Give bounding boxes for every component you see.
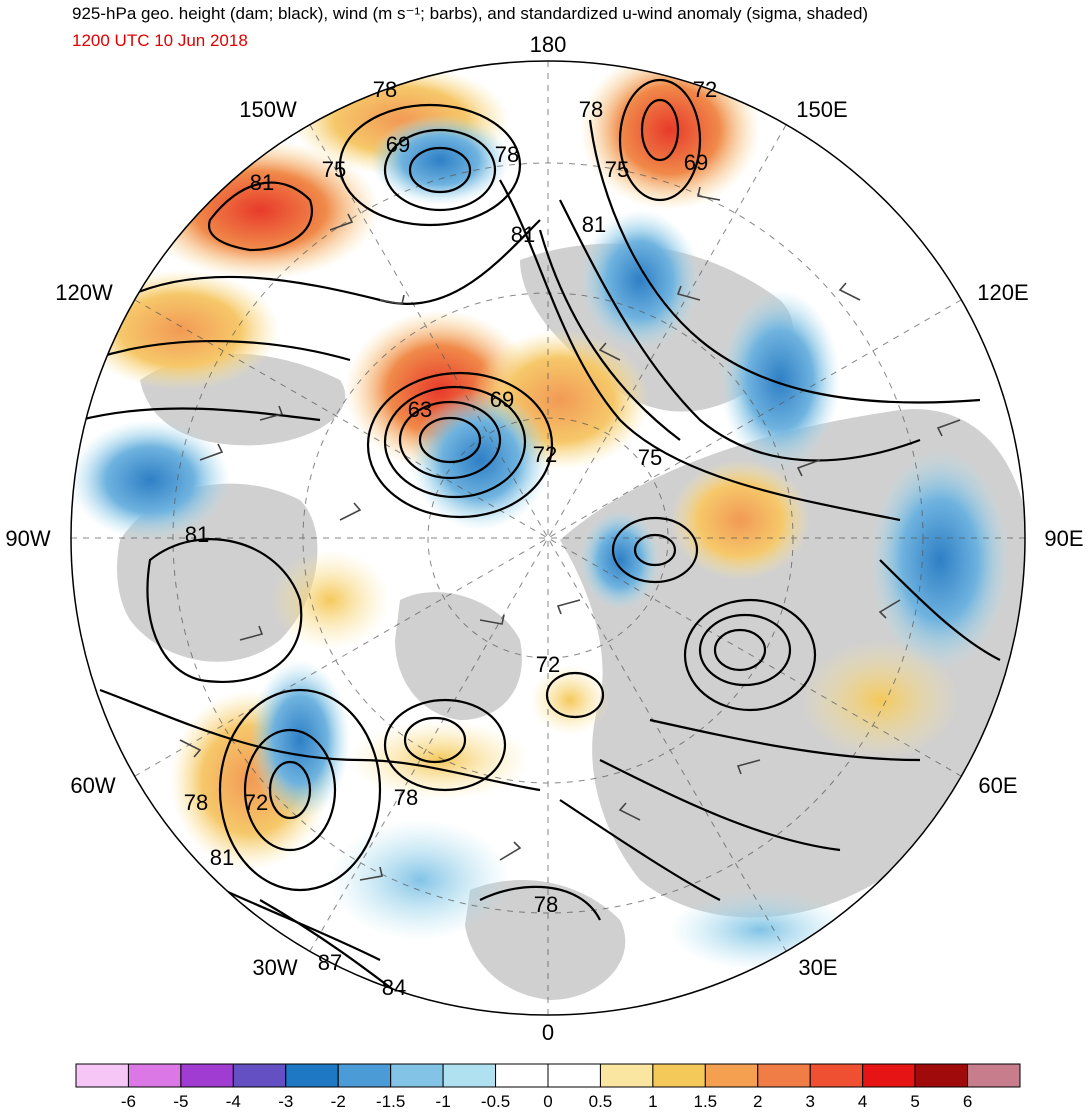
polar-map: 180 150E 120E 90E 60E 30E 0 30W 60W 90W … (5, 32, 1083, 1045)
colorbar-tick-label: 1.5 (694, 1092, 718, 1111)
colorbar-swatch (704, 1063, 759, 1088)
colorbar-tick-label: -6 (121, 1092, 136, 1111)
colorbar-swatch (757, 1063, 811, 1088)
contour-label: 75 (638, 445, 662, 470)
contour-label: 84 (382, 975, 406, 1000)
colorbar-tick-label: 6 (963, 1092, 972, 1111)
contour-label: 75 (605, 157, 629, 182)
colorbar: -6 -5 -4 -3 -2 -1.5 -1 -0.5 0 0.5 1 1.5 2 3 4 5 6 (75, 1063, 1021, 1111)
contour-label: 78 (373, 77, 397, 102)
contour-label: 81 (511, 222, 535, 247)
chart-datetime: 1200 UTC 10 Jun 2018 (72, 31, 248, 50)
contour-label: 63 (408, 397, 432, 422)
colorbar-tick-label: -4 (226, 1092, 241, 1111)
contour-label: 72 (244, 790, 268, 815)
lon-label-150e: 150E (796, 97, 847, 122)
contour-label: 78 (495, 142, 519, 167)
lon-label-60w: 60W (70, 773, 115, 798)
lon-label-150w: 150W (239, 97, 297, 122)
colorbar-tick-label: 4 (858, 1092, 867, 1111)
contour-label: 78 (534, 892, 558, 917)
lon-label-30e: 30E (798, 955, 837, 980)
contour-label: 78 (579, 97, 603, 122)
contour-label: 69 (490, 387, 514, 412)
colorbar-tick-label: -3 (278, 1092, 293, 1111)
colorbar-swatch (967, 1063, 1021, 1088)
colorbar-tick-label: 2 (753, 1092, 762, 1111)
contour-label: 69 (684, 150, 708, 175)
colorbar-swatch (914, 1063, 969, 1088)
colorbar-tick-label: 0 (543, 1092, 552, 1111)
contour-label: 81 (582, 212, 606, 237)
colorbar-tick-labels: -6 -5 -4 -3 -2 -1.5 -1 -0.5 0 0.5 1 1.5 2 3 4 5 6 (121, 1092, 972, 1111)
lon-label-60e: 60E (978, 773, 1017, 798)
colorbar-tick-label: -5 (173, 1092, 188, 1111)
lon-label-0: 0 (542, 1020, 554, 1045)
colorbar-swatch (285, 1063, 339, 1088)
colorbar-swatch (390, 1063, 444, 1088)
colorbar-tick-label: 1 (648, 1092, 657, 1111)
contour-label: 72 (693, 77, 717, 102)
colorbar-tick-label: 5 (910, 1092, 919, 1111)
map-border (70, 60, 1026, 1016)
colorbar-swatches (75, 1063, 1021, 1088)
colorbar-swatch (232, 1063, 287, 1088)
contour-label: 75 (322, 157, 346, 182)
colorbar-swatch (495, 1063, 549, 1088)
lon-label-90w: 90W (5, 526, 50, 551)
colorbar-tick-label: -2 (331, 1092, 346, 1111)
graticule (71, 61, 1025, 1015)
contour-label: 87 (318, 950, 342, 975)
lon-label-180: 180 (530, 32, 567, 57)
colorbar-swatch (599, 1063, 654, 1088)
colorbar-swatch (652, 1063, 706, 1088)
lon-label-120e: 120E (977, 280, 1028, 305)
contour-value-labels: 78 72 69 75 78 81 81 78 75 69 81 63 69 7… (184, 77, 717, 1000)
contour-label: 81 (185, 522, 209, 547)
contour-label: 81 (250, 170, 274, 195)
colorbar-swatch (180, 1063, 234, 1088)
colorbar-swatch (442, 1063, 497, 1088)
wind-barbs (179, 186, 961, 881)
colorbar-tick-label: -1 (436, 1092, 451, 1111)
contour-label: 72 (533, 442, 557, 467)
contour-label: 78 (394, 785, 418, 810)
lon-label-120w: 120W (55, 280, 113, 305)
colorbar-swatch (337, 1063, 392, 1088)
lon-label-30w: 30W (252, 955, 297, 980)
colorbar-swatch (809, 1063, 864, 1088)
colorbar-tick-label: -1.5 (376, 1092, 405, 1111)
contour-label: 81 (210, 845, 234, 870)
contour-label: 72 (536, 652, 560, 677)
contour-label: 78 (184, 790, 208, 815)
colorbar-tick-label: 3 (805, 1092, 814, 1111)
colorbar-tick-label: 0.5 (589, 1092, 613, 1111)
longitude-labels: 180 150E 120E 90E 60E 30E 0 30W 60W 90W … (5, 32, 1083, 1045)
colorbar-swatch (862, 1063, 916, 1088)
colorbar-swatch (127, 1063, 182, 1088)
colorbar-swatch (75, 1063, 129, 1088)
contour-label: 69 (386, 132, 410, 157)
colorbar-swatch (547, 1063, 601, 1088)
lon-label-90e: 90E (1044, 526, 1083, 551)
chart-title: 925-hPa geo. height (dam; black), wind (… (72, 4, 869, 23)
colorbar-tick-label: -0.5 (481, 1092, 510, 1111)
